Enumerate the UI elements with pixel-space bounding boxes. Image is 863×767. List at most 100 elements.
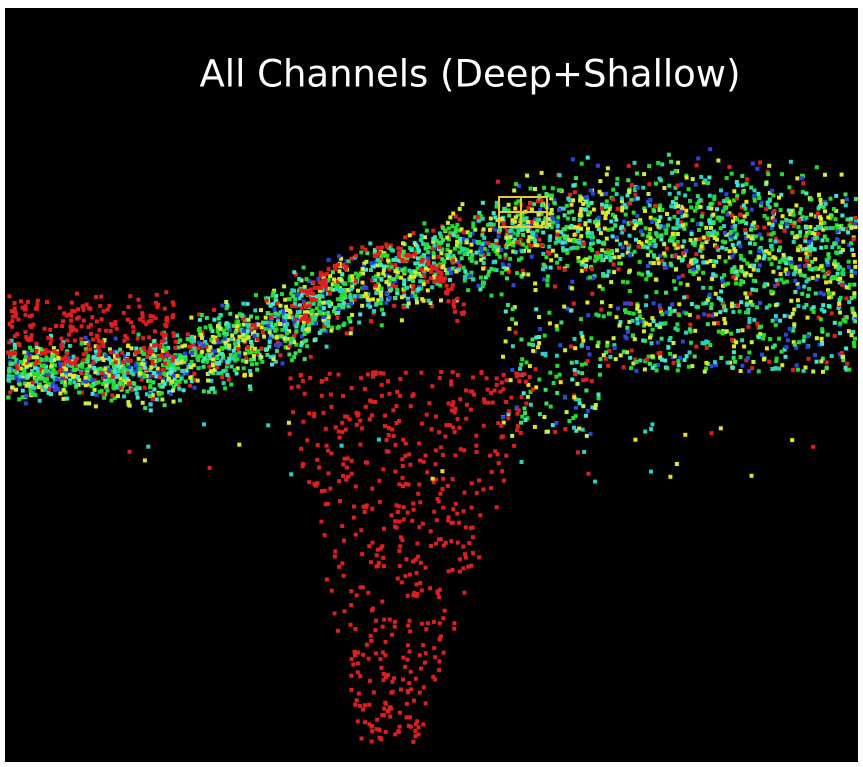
point <box>731 275 735 279</box>
point <box>765 346 769 350</box>
point <box>677 313 681 317</box>
point <box>762 357 766 361</box>
point <box>753 199 757 203</box>
point <box>388 715 392 719</box>
point <box>32 323 36 327</box>
point <box>489 222 493 226</box>
point <box>706 236 710 240</box>
point <box>322 301 326 305</box>
point <box>752 279 756 283</box>
point <box>815 360 819 364</box>
point <box>33 366 37 370</box>
point <box>761 337 765 341</box>
point <box>733 249 737 253</box>
point <box>406 511 410 515</box>
point <box>356 670 360 674</box>
point <box>731 310 735 314</box>
point <box>400 457 404 461</box>
point <box>679 210 683 214</box>
point <box>648 203 652 207</box>
point <box>770 232 774 236</box>
point <box>695 305 699 309</box>
point <box>549 405 553 409</box>
point <box>155 293 159 297</box>
point <box>435 518 439 522</box>
point <box>559 321 563 325</box>
point <box>684 331 688 335</box>
point <box>514 322 518 326</box>
point <box>452 299 456 303</box>
point <box>753 242 757 246</box>
point <box>446 221 450 225</box>
point <box>246 329 250 333</box>
point <box>612 270 616 274</box>
point <box>161 385 165 389</box>
point <box>437 430 441 434</box>
point <box>649 427 653 431</box>
point <box>293 302 297 306</box>
point <box>303 332 307 336</box>
point <box>106 308 110 312</box>
point <box>415 594 419 598</box>
point <box>795 363 799 367</box>
point <box>209 369 213 373</box>
point <box>824 280 828 284</box>
point <box>398 520 402 524</box>
point <box>701 341 705 345</box>
point <box>769 238 773 242</box>
point <box>429 544 433 548</box>
point <box>446 484 450 488</box>
point <box>197 341 201 345</box>
point <box>600 300 604 304</box>
point <box>396 271 400 275</box>
point <box>664 231 668 235</box>
point <box>393 296 397 300</box>
point <box>841 227 845 231</box>
point <box>482 236 486 240</box>
point <box>172 400 176 404</box>
point <box>496 180 500 184</box>
point <box>676 232 680 236</box>
point <box>777 337 781 341</box>
point <box>176 366 180 370</box>
point <box>522 391 526 395</box>
point <box>414 677 418 681</box>
point <box>6 395 10 399</box>
point <box>111 375 115 379</box>
point <box>750 366 754 370</box>
point <box>723 321 727 325</box>
point <box>643 430 647 434</box>
point <box>491 401 495 405</box>
point <box>399 688 403 692</box>
point <box>180 369 184 373</box>
point <box>275 349 279 353</box>
point <box>84 350 88 354</box>
point <box>621 280 625 284</box>
point <box>303 357 307 361</box>
point <box>324 427 328 431</box>
point <box>352 505 356 509</box>
point <box>708 293 712 297</box>
point <box>514 250 518 254</box>
point <box>572 183 576 187</box>
point <box>556 239 560 243</box>
point <box>749 273 753 277</box>
point <box>237 339 241 343</box>
point <box>393 519 397 523</box>
point <box>569 309 573 313</box>
point <box>116 374 120 378</box>
point <box>340 430 344 434</box>
point <box>584 414 588 418</box>
point <box>302 266 306 270</box>
point <box>474 434 478 438</box>
point <box>752 268 756 272</box>
point <box>268 340 272 344</box>
point <box>563 395 567 399</box>
point <box>698 198 702 202</box>
point <box>632 219 636 223</box>
point <box>741 183 745 187</box>
point <box>401 438 405 442</box>
point <box>515 428 519 432</box>
point <box>10 325 14 329</box>
point <box>805 216 809 220</box>
